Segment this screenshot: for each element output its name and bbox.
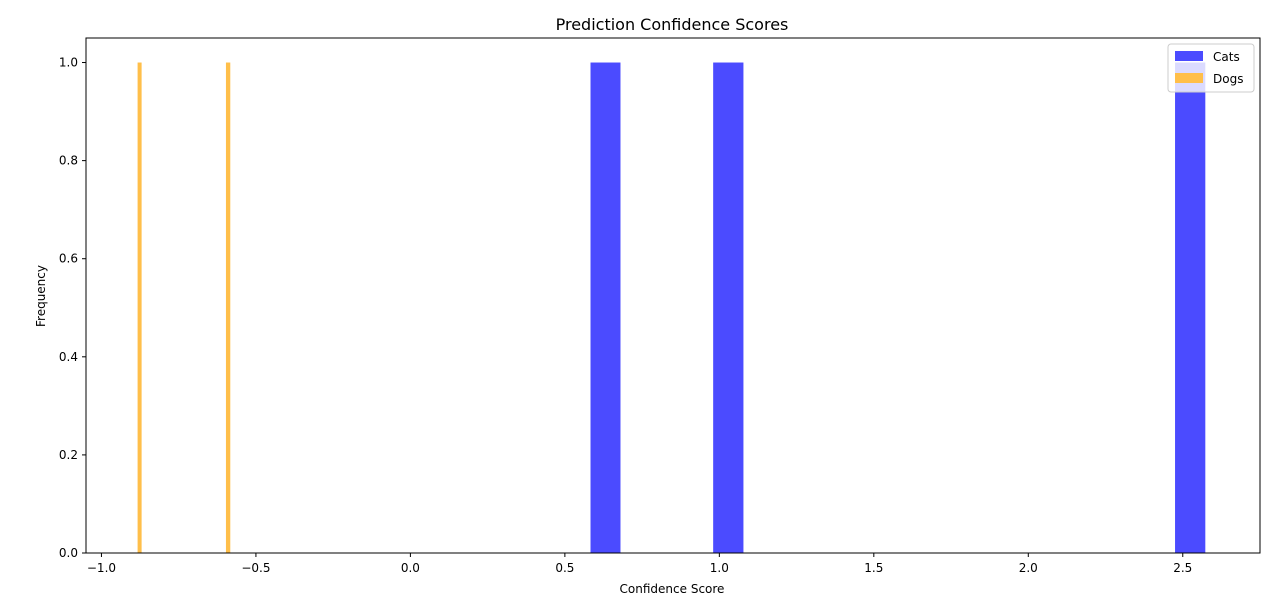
y-tick-label: 0.4 <box>59 350 78 364</box>
y-axis-label: Frequency <box>34 265 48 327</box>
bar-dogs-1 <box>225 62 231 554</box>
x-tick-label: 0.0 <box>401 561 420 575</box>
legend-swatch-dogs <box>1175 73 1203 83</box>
bar-dogs-0 <box>137 62 142 554</box>
y-tick-label: 0.2 <box>59 448 78 462</box>
y-tick-label: 0.0 <box>59 546 78 560</box>
legend-label-cats: Cats <box>1213 50 1240 64</box>
x-tick-label: −1.0 <box>87 561 116 575</box>
bar-cats-1 <box>713 62 744 554</box>
plot-frame <box>85 37 1261 554</box>
x-tick-label: 0.5 <box>555 561 574 575</box>
x-axis-label: Confidence Score <box>620 582 725 596</box>
x-tick-label: −0.5 <box>241 561 270 575</box>
x-tick-label: 1.0 <box>710 561 729 575</box>
x-tick-label: 1.5 <box>864 561 883 575</box>
y-tick-label: 1.0 <box>59 56 78 70</box>
legend-label-dogs: Dogs <box>1213 72 1243 86</box>
chart-title: Prediction Confidence Scores <box>556 15 789 34</box>
bar-cats-0 <box>590 62 621 554</box>
legend-swatch-cats <box>1175 51 1203 61</box>
y-axis-ticks: 0.0 0.2 0.4 0.6 0.8 1.0 <box>59 56 86 560</box>
x-tick-label: 2.5 <box>1173 561 1192 575</box>
x-axis-ticks: −1.0 −0.5 0.0 0.5 1.0 1.5 2.0 2.5 <box>87 553 1192 575</box>
y-tick-label: 0.8 <box>59 154 78 168</box>
x-tick-label: 2.0 <box>1019 561 1038 575</box>
bars-layer <box>137 62 1206 554</box>
y-tick-label: 0.6 <box>59 252 78 266</box>
bar-cats-2 <box>1175 62 1206 554</box>
legend: Cats Dogs <box>1167 43 1255 93</box>
